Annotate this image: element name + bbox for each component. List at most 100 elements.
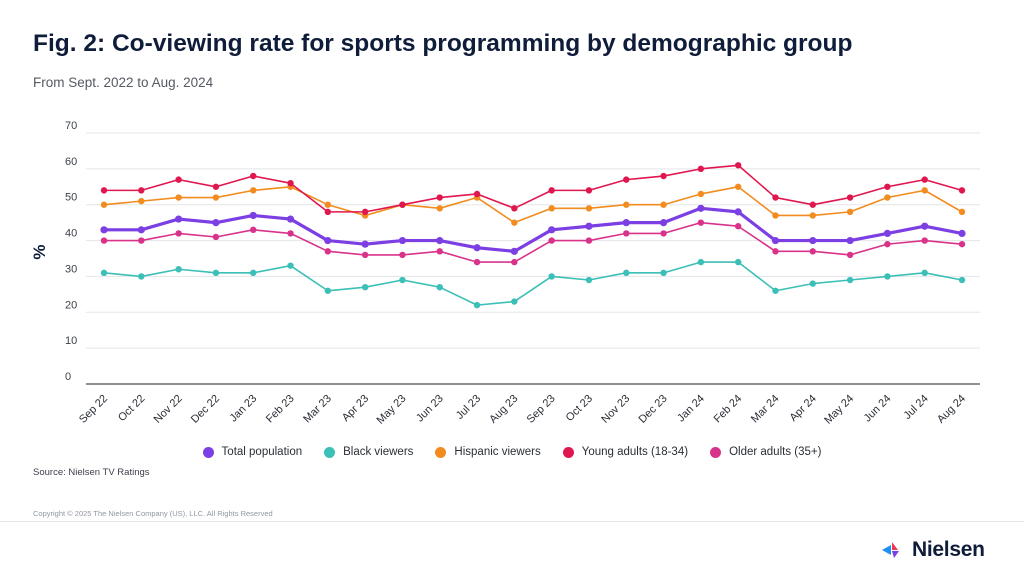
chart-title: Fig. 2: Co-viewing rate for sports progr… — [33, 30, 853, 57]
data-point — [846, 276, 854, 284]
data-point — [548, 187, 555, 194]
data-point — [511, 258, 518, 266]
data-point — [697, 165, 705, 173]
chart-subtitle: From Sept. 2022 to Aug. 2024 — [33, 75, 214, 90]
data-point — [884, 194, 891, 201]
data-point — [623, 269, 630, 277]
data-point — [324, 248, 332, 255]
x-tick-label: Apr 24 — [787, 393, 818, 424]
data-point — [623, 201, 630, 208]
data-point — [100, 201, 108, 208]
data-point — [809, 201, 816, 208]
data-point — [361, 251, 369, 259]
legend-label: Black viewers — [343, 446, 414, 458]
data-point — [398, 236, 407, 245]
data-point — [809, 212, 816, 219]
data-point — [772, 248, 779, 255]
data-point — [772, 194, 779, 201]
data-point — [436, 236, 444, 245]
legend-item: Older adults (35+) — [710, 446, 821, 458]
data-point — [659, 219, 668, 227]
x-tick-label: Nov 22 — [152, 393, 185, 426]
data-point — [511, 219, 518, 226]
y-tick-label: 50 — [65, 192, 77, 204]
data-point — [921, 269, 928, 277]
data-point — [883, 229, 891, 237]
data-point — [734, 258, 742, 266]
data-point — [473, 301, 481, 309]
x-tick-label: Jan 24 — [675, 393, 707, 425]
data-point — [175, 230, 182, 237]
data-point — [324, 208, 332, 216]
data-point — [660, 201, 667, 208]
data-point — [846, 194, 854, 201]
legend-item: Total population — [202, 446, 302, 458]
data-point — [660, 269, 667, 277]
x-tick-label: Jun 24 — [862, 393, 894, 425]
data-point — [809, 236, 817, 245]
x-tick-label: Aug 24 — [935, 393, 968, 426]
data-point — [361, 283, 369, 291]
y-tick-label: 70 — [65, 120, 77, 132]
legend-label: Older adults (35+) — [729, 446, 822, 458]
brand: Nielsen — [882, 538, 985, 562]
series-line — [104, 164, 963, 213]
data-point — [772, 212, 779, 219]
data-point — [958, 187, 966, 194]
y-tick-label: 20 — [65, 299, 77, 311]
x-tick-label: Mar 23 — [301, 393, 334, 426]
nielsen-logo-icon — [882, 542, 899, 558]
data-point — [250, 172, 257, 180]
data-point — [921, 187, 928, 194]
data-point — [846, 208, 854, 216]
data-point — [958, 276, 966, 284]
data-point — [697, 258, 705, 266]
data-point — [958, 240, 966, 248]
legend-item: Black viewers — [324, 446, 413, 458]
data-point — [137, 226, 145, 234]
series-0 — [100, 204, 966, 255]
legend-swatch — [202, 446, 214, 458]
legend-swatch — [324, 446, 336, 458]
x-tick-label: Feb 24 — [712, 393, 745, 426]
data-point — [585, 187, 593, 194]
data-point — [250, 226, 257, 234]
data-point — [921, 237, 928, 244]
x-tick-label: Jan 23 — [227, 393, 259, 425]
y-tick-label: 30 — [65, 263, 77, 275]
data-point — [100, 269, 108, 277]
copyright-note: Copyright © 2025 The Nielsen Company (US… — [33, 509, 273, 518]
data-point — [473, 244, 481, 252]
data-point — [286, 215, 295, 223]
series-3 — [100, 162, 966, 216]
chart-legend: Total population Black viewers Hispanic vi… — [0, 446, 1024, 458]
data-point — [958, 229, 966, 237]
data-point — [399, 251, 406, 259]
data-point — [884, 273, 891, 280]
data-point — [734, 223, 742, 230]
data-point — [287, 230, 294, 237]
data-point — [175, 176, 182, 183]
series-lines — [100, 162, 966, 309]
data-point — [734, 208, 742, 216]
data-point — [734, 162, 742, 169]
data-point — [175, 266, 182, 273]
data-point — [548, 226, 556, 234]
data-point — [585, 276, 593, 284]
x-tick-label: Dec 22 — [189, 393, 222, 426]
data-point — [846, 251, 854, 259]
data-point — [884, 183, 891, 190]
y-tick-label: 40 — [65, 228, 77, 240]
data-point — [846, 236, 854, 245]
data-point — [100, 226, 108, 234]
x-tick-label: Jun 23 — [414, 393, 446, 425]
data-point — [399, 201, 406, 208]
data-point — [436, 283, 443, 291]
data-point — [548, 237, 555, 244]
data-point — [287, 180, 294, 187]
x-tick-label: Jul 23 — [454, 393, 483, 422]
x-axis-ticks: Sep 22 Oct 22 Nov 22 Dec 22 Jan 23 Feb 23 Mar … — [77, 393, 968, 427]
data-point — [100, 187, 108, 194]
data-point — [436, 205, 443, 212]
